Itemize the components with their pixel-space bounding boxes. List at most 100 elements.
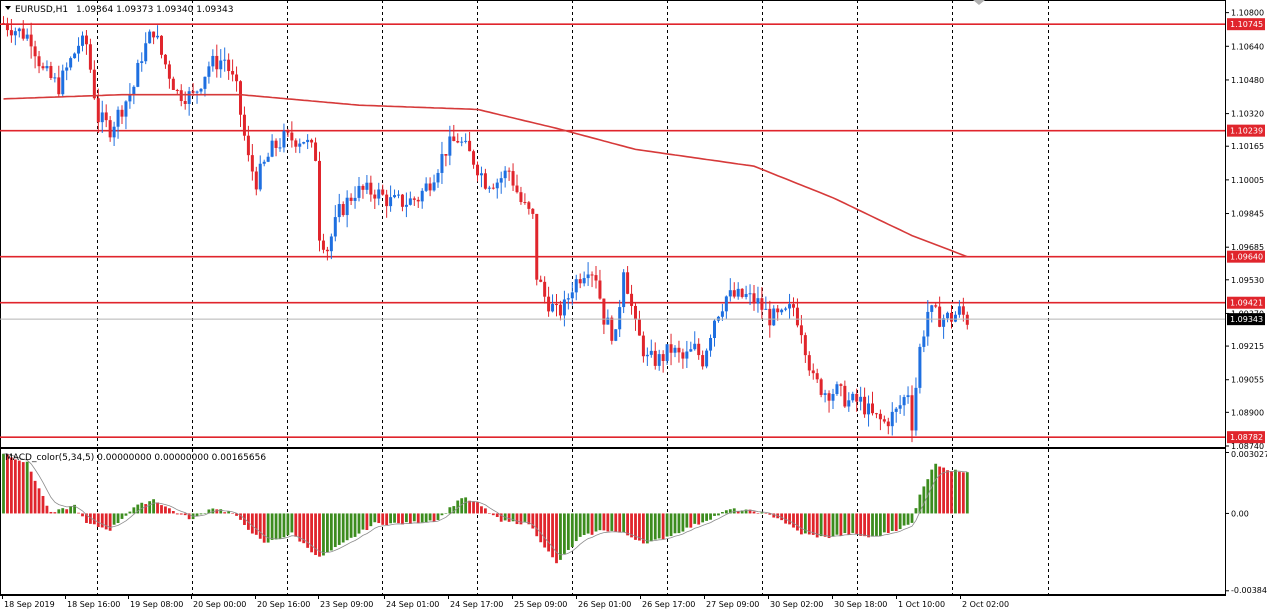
indicator-tick-label: 0.003027 (1231, 450, 1267, 459)
macd-bar (598, 513, 602, 531)
candle-body (547, 296, 551, 312)
symbol-label[interactable]: EURUSD,H1 (15, 5, 68, 15)
candle-body (262, 161, 266, 164)
macd-bar (792, 513, 795, 528)
candle-body (397, 194, 400, 196)
candle-body (171, 78, 175, 90)
candle-body (314, 142, 318, 161)
candle-body (756, 298, 760, 304)
level-price-tag (1227, 431, 1265, 444)
macd-bar (85, 513, 88, 523)
candle-body (92, 69, 96, 99)
candle-body (685, 351, 689, 359)
chart-shift-marker[interactable] (973, 0, 985, 5)
macd-bar (136, 504, 140, 514)
macd-bar (112, 513, 116, 525)
candle-body (689, 349, 693, 352)
macd-bar (373, 513, 377, 523)
candle-body (116, 109, 120, 127)
candle-body (298, 143, 302, 147)
candle-body (748, 293, 752, 295)
macd-bar (855, 513, 859, 535)
macd-bar (807, 513, 811, 535)
candle-body (495, 182, 499, 189)
candle-body (452, 136, 456, 142)
macd-bar (728, 509, 732, 514)
candle-body (736, 288, 740, 297)
candle-body (448, 136, 452, 156)
macd-bar (286, 513, 290, 536)
macd-bar (341, 513, 345, 543)
level-price-tag-label: 1.10239 (1230, 127, 1263, 136)
candle-body (345, 197, 349, 216)
candle-body (77, 45, 81, 54)
candle-body (444, 154, 448, 156)
candle-body (436, 172, 440, 183)
macd-bar (547, 513, 550, 552)
candle-body (242, 114, 246, 136)
price-tick-label: 1.10005 (1231, 176, 1264, 185)
candle-body (207, 66, 211, 77)
macd-bar (642, 513, 645, 544)
macd-bar (705, 513, 708, 521)
macd-bar (333, 513, 337, 548)
macd-bar (566, 513, 570, 550)
candle-body (752, 293, 756, 304)
candle-body (657, 354, 661, 366)
macd-bar (582, 513, 586, 536)
candle-body (894, 408, 898, 412)
macd-bar (487, 513, 491, 514)
candle-body (614, 329, 618, 341)
candle-body (953, 314, 957, 322)
macd-bar (914, 508, 918, 514)
macd-bar (784, 513, 787, 524)
macd-bar (120, 513, 124, 519)
time-tick-label: 20 Sep 16:00 (257, 600, 310, 609)
candle-body (819, 379, 823, 395)
candle-body (772, 308, 776, 326)
macd-bar (160, 505, 163, 514)
candle-body (306, 139, 310, 143)
macd-bar (827, 513, 831, 539)
macd-bar (156, 502, 159, 514)
macd-bar (365, 513, 369, 531)
macd-bar (693, 513, 697, 524)
candle-body (385, 194, 389, 207)
candle-body (511, 171, 515, 186)
macd-bar (369, 513, 373, 527)
macd-bar (262, 513, 266, 543)
time-tick-label: 26 Sep 17:00 (642, 600, 695, 609)
candle-body (831, 394, 835, 401)
macd-bar (555, 513, 558, 564)
macd-bar (302, 513, 306, 544)
candle-body (886, 421, 890, 427)
candle-body (464, 140, 468, 142)
macd-bar (499, 513, 503, 522)
candle-body (140, 61, 144, 63)
candle-body (558, 304, 562, 316)
macd-bar (938, 466, 942, 514)
macd-bar (179, 513, 183, 515)
macd-bar (199, 513, 203, 515)
macd-bar (108, 513, 112, 531)
macd-bar (81, 513, 84, 517)
candle-body (792, 304, 795, 308)
macd-bar (195, 513, 199, 517)
candle-body (871, 403, 874, 414)
symbol-dropdown-icon[interactable] (5, 6, 11, 10)
macd-bar (345, 513, 349, 541)
candle-body (906, 395, 910, 398)
macd-bar (606, 513, 610, 532)
time-tick-label: 30 Sep 02:00 (770, 600, 823, 609)
macd-signal-line (3, 453, 968, 556)
candle-body (519, 192, 523, 203)
macd-bar (491, 513, 495, 516)
candle-body (503, 170, 507, 179)
macd-bar (476, 502, 479, 514)
candle-body (175, 89, 179, 91)
candle-body (728, 290, 732, 297)
candle-body (874, 413, 878, 415)
candle-body (104, 112, 108, 121)
macd-bar (551, 513, 554, 558)
